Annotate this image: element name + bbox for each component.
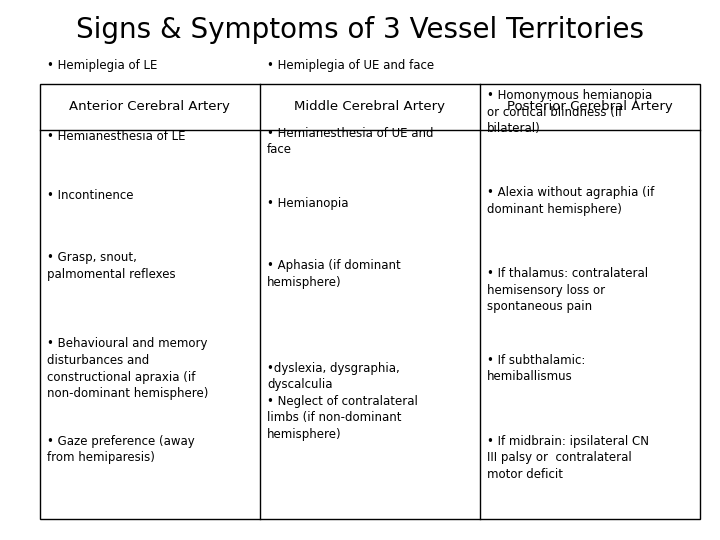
Text: • If midbrain: ipsilateral CN
III palsy or  contralateral
motor deficit: • If midbrain: ipsilateral CN III palsy … (487, 435, 649, 481)
Text: • Hemiplegia of LE: • Hemiplegia of LE (47, 59, 157, 72)
Text: • Incontinence: • Incontinence (47, 189, 133, 202)
Text: • If subthalamic:
hemiballismus: • If subthalamic: hemiballismus (487, 354, 585, 383)
Text: Middle Cerebral Artery: Middle Cerebral Artery (294, 100, 445, 113)
Text: • Hemiplegia of UE and face: • Hemiplegia of UE and face (267, 59, 434, 72)
Text: • If thalamus: contralateral
hemisensory loss or
spontaneous pain: • If thalamus: contralateral hemisensory… (487, 267, 648, 313)
Text: Anterior Cerebral Artery: Anterior Cerebral Artery (69, 100, 230, 113)
Text: • Hemianesthesia of LE: • Hemianesthesia of LE (47, 130, 185, 143)
Text: •dyslexia, dysgraphia,
dyscalculia
• Neglect of contralateral
limbs (if non-domi: •dyslexia, dysgraphia, dyscalculia • Neg… (267, 362, 418, 441)
Bar (40, 84, 700, 519)
Text: • Grasp, snout,
palmomental reflexes: • Grasp, snout, palmomental reflexes (47, 251, 176, 281)
Text: • Hemianesthesia of UE and
face: • Hemianesthesia of UE and face (267, 127, 433, 157)
Text: • Aphasia (if dominant
hemisphere): • Aphasia (if dominant hemisphere) (267, 259, 400, 289)
Text: • Hemianopia: • Hemianopia (267, 197, 348, 210)
Text: • Behavioural and memory
disturbances and
constructional apraxia (if
non-dominan: • Behavioural and memory disturbances an… (47, 338, 208, 400)
Text: • Alexia without agraphia (if
dominant hemisphere): • Alexia without agraphia (if dominant h… (487, 186, 654, 216)
Text: • Homonymous hemianopia
or cortical blindness (if
bilateral): • Homonymous hemianopia or cortical blin… (487, 89, 652, 135)
Text: • Gaze preference (away
from hemiparesis): • Gaze preference (away from hemiparesis… (47, 435, 194, 464)
Text: Signs & Symptoms of 3 Vessel Territories: Signs & Symptoms of 3 Vessel Territories (76, 16, 644, 44)
Text: Posterior Cerebral Artery: Posterior Cerebral Artery (507, 100, 672, 113)
